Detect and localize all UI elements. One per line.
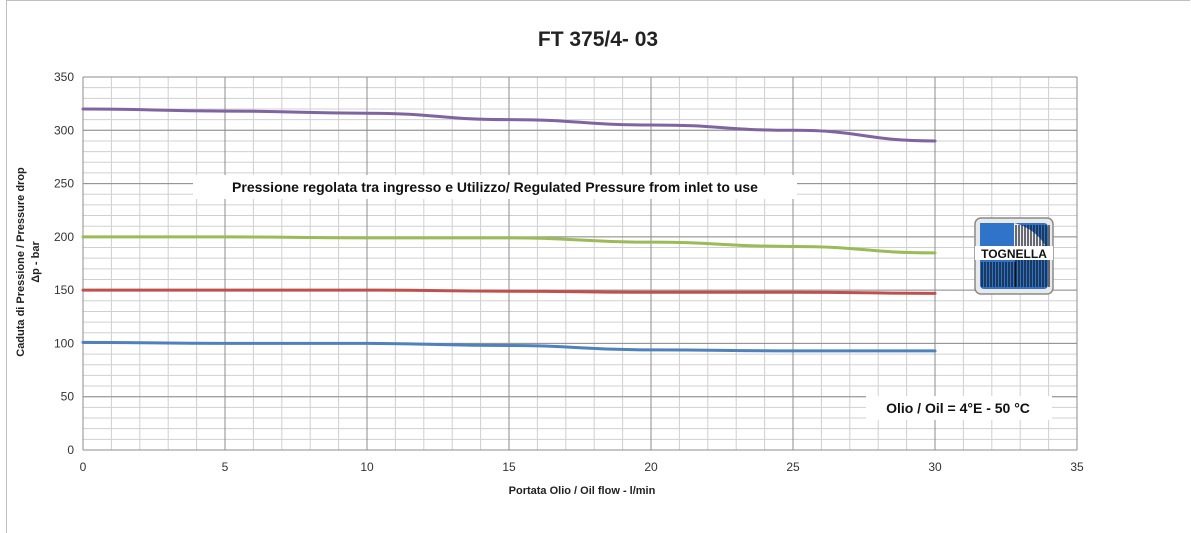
y-axis-label-line2: Δp - bar bbox=[30, 241, 42, 283]
x-tick-label: 20 bbox=[644, 460, 658, 474]
x-tick-label: 30 bbox=[928, 460, 942, 474]
x-tick-label: 0 bbox=[80, 460, 87, 474]
minor-gridlines bbox=[82, 76, 1078, 451]
y-tick-label: 50 bbox=[61, 390, 75, 404]
tognella-logo: TOGNELLA bbox=[974, 217, 1054, 295]
x-tick-label: 35 bbox=[1070, 460, 1084, 474]
logo-text: TOGNELLA bbox=[981, 247, 1047, 261]
y-tick-label: 350 bbox=[54, 70, 74, 84]
series-line-3 bbox=[81, 288, 937, 295]
series-lines bbox=[81, 107, 937, 353]
x-tick-label: 25 bbox=[786, 460, 800, 474]
series-line-2 bbox=[81, 235, 937, 255]
major-gridlines bbox=[82, 76, 1078, 451]
series-line-4 bbox=[81, 340, 937, 353]
chart-title: FT 375/4- 03 bbox=[538, 28, 658, 51]
y-tick-label: 250 bbox=[54, 177, 74, 191]
annotation-box-oil bbox=[866, 396, 1052, 420]
y-tick-label: 0 bbox=[67, 443, 74, 457]
y-tick-label: 300 bbox=[54, 123, 74, 137]
annotation-oil: Olio / Oil = 4°E - 50 °C bbox=[886, 400, 1030, 416]
x-tick-labels: 0 5 10 15 20 25 30 35 bbox=[80, 460, 1084, 474]
annotation-regulated-pressure: Pressione regolata tra ingresso e Utiliz… bbox=[232, 179, 758, 195]
series-line-1 bbox=[81, 107, 937, 143]
x-axis-label: Portata Olio / Oil flow - l/min bbox=[509, 485, 656, 497]
x-tick-label: 10 bbox=[360, 460, 374, 474]
annotation-box-regulated bbox=[193, 175, 797, 199]
y-tick-labels: 0 50 100 150 200 250 300 350 bbox=[54, 70, 74, 457]
y-tick-label: 200 bbox=[54, 230, 74, 244]
y-tick-label: 100 bbox=[54, 336, 74, 350]
y-tick-label: 150 bbox=[54, 283, 74, 297]
x-tick-label: 15 bbox=[502, 460, 516, 474]
chart-frame bbox=[6, 0, 1190, 533]
x-tick-label: 5 bbox=[222, 460, 229, 474]
y-axis-label-line1: Caduta di Pressione / Pressure drop bbox=[15, 167, 27, 357]
